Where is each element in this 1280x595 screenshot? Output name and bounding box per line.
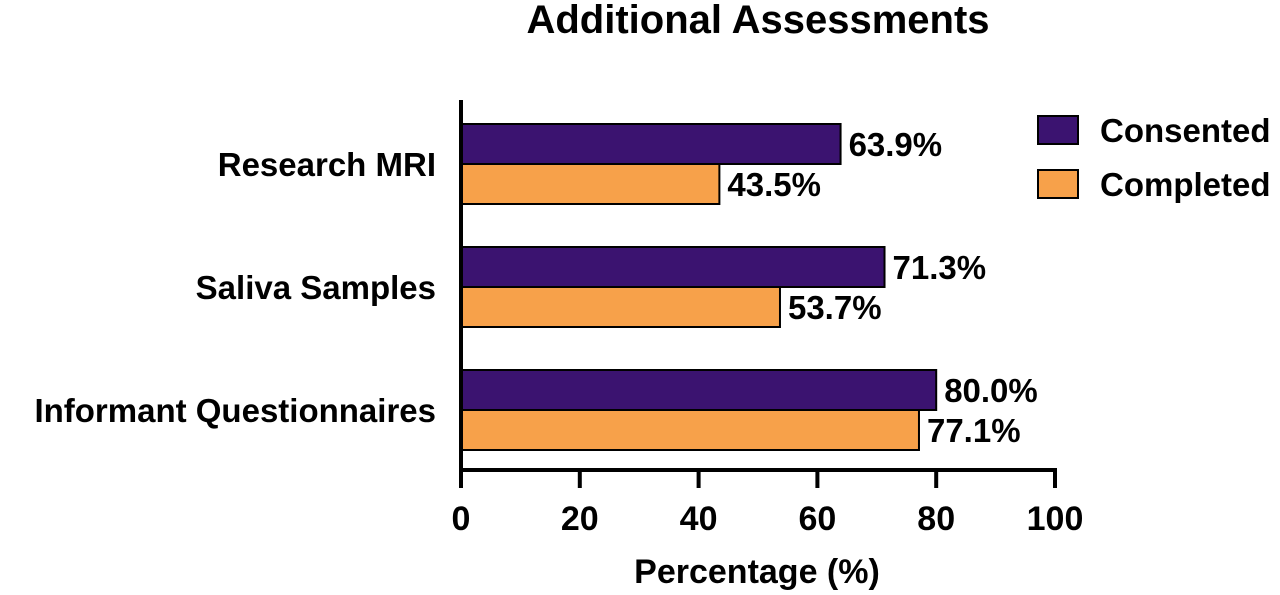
category-label-1: Saliva Samples: [196, 269, 436, 306]
bars-layer: 63.9% 43.5% 71.3% 53.7% 80.0%77.1%: [460, 123, 1038, 451]
bar-consented-2: [460, 369, 938, 411]
bar-completed-1: [460, 286, 781, 328]
chart-title: Additional Assessments: [526, 0, 989, 42]
bar-completed-0: [460, 163, 721, 205]
bar-consented-1: [460, 246, 886, 288]
category-label-2: Informant Questionnaires: [34, 392, 436, 429]
x-tick-label-2: 40: [680, 500, 718, 538]
x-tick-label-0: 0: [452, 500, 471, 538]
data-label-completed-2: 77.1%: [927, 412, 1021, 449]
data-label-completed-0: 43.5%: [727, 166, 821, 203]
category-label-0: Research MRI: [218, 146, 436, 183]
data-label-completed-1: 53.7%: [788, 289, 882, 326]
legend-swatch-completed: [1037, 169, 1079, 199]
x-axis-label: Percentage (%): [634, 553, 880, 590]
legend-label-completed: Completed: [1100, 166, 1271, 203]
legend-swatch-consented: [1037, 115, 1079, 145]
bar-consented-0: [460, 123, 842, 165]
axes-layer: Research MRI Saliva Samples Informant Ques…: [34, 100, 1083, 538]
x-tick-label-1: 20: [561, 500, 599, 538]
legend: Consented Completed: [1037, 112, 1271, 203]
data-label-consented-2: 80.0%: [944, 372, 1038, 409]
x-tick-label-4: 80: [917, 500, 955, 538]
legend-label-consented: Consented: [1100, 112, 1271, 149]
data-label-consented-0: 63.9%: [849, 126, 943, 163]
x-tick-label-5: 100: [1027, 500, 1084, 538]
bar-completed-2: [460, 409, 920, 451]
data-label-consented-1: 71.3%: [893, 249, 987, 286]
x-tick-label-3: 60: [798, 500, 836, 538]
